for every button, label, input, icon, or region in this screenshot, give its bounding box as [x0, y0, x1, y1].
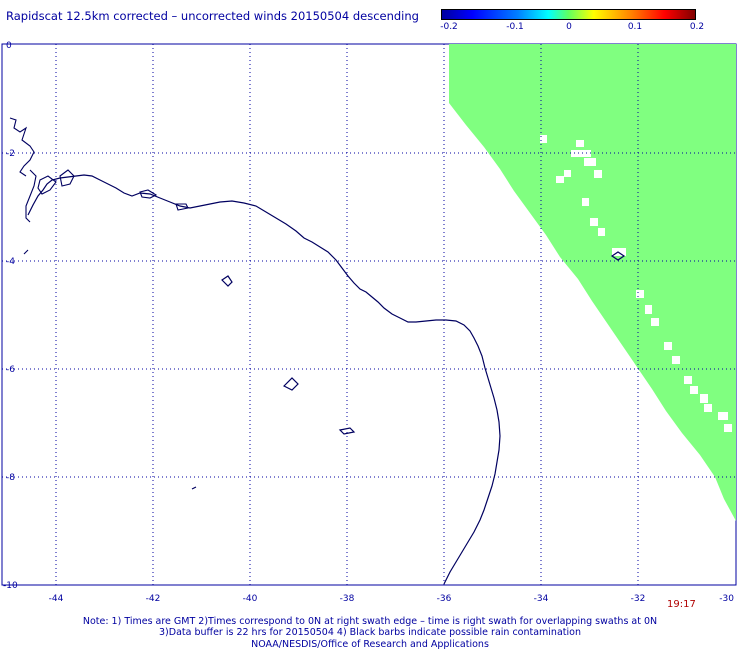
lat-label: 0: [6, 41, 12, 51]
footnotes: Note: 1) Times are GMT 2)Times correspon…: [0, 616, 740, 650]
colorbar-tick: -0.1: [506, 22, 524, 32]
amazon-delta-islands: [9, 117, 189, 255]
lon-label: -38: [340, 594, 355, 604]
lon-label: -34: [534, 594, 549, 604]
colorbar-tick: 0.1: [627, 22, 643, 32]
note-line: 3)Data buffer is 22 hrs for 20150504 4) …: [159, 627, 581, 639]
lat-label: -2: [6, 149, 15, 159]
lat-axis-labels: 0 -2 -4 -6 -8 -10: [3, 41, 18, 591]
map-title: Rapidscat 12.5km corrected – uncorrected…: [6, 9, 419, 23]
lon-axis-labels: -44 -42 -40 -38 -36 -34 -32 -30: [49, 594, 735, 604]
lon-label: -44: [49, 594, 64, 604]
lon-label: -42: [146, 594, 161, 604]
lat-label: -6: [6, 365, 15, 375]
lat-label: -4: [6, 257, 15, 267]
swath-region: [449, 44, 736, 521]
lat-label: -10: [3, 581, 18, 591]
note-line: Note: 1) Times are GMT 2)Times correspon…: [82, 616, 658, 627]
lon-label: -40: [243, 594, 258, 604]
credit-line: NOAA/NESDIS/Office of Research and Appli…: [251, 638, 489, 650]
coastline: [27, 174, 501, 585]
pass-time: 19:17: [667, 599, 696, 610]
lat-label: -8: [6, 473, 15, 483]
colorbar-tick: 0.2: [689, 22, 705, 32]
colorbar-tick: -0.2: [440, 22, 458, 32]
lon-label: -32: [631, 594, 646, 604]
lon-label: -30: [719, 594, 734, 604]
offshore-islands: [191, 251, 626, 490]
colorbar: [441, 9, 696, 20]
colorbar-tick: 0: [566, 22, 572, 32]
lon-label: -36: [437, 594, 452, 604]
